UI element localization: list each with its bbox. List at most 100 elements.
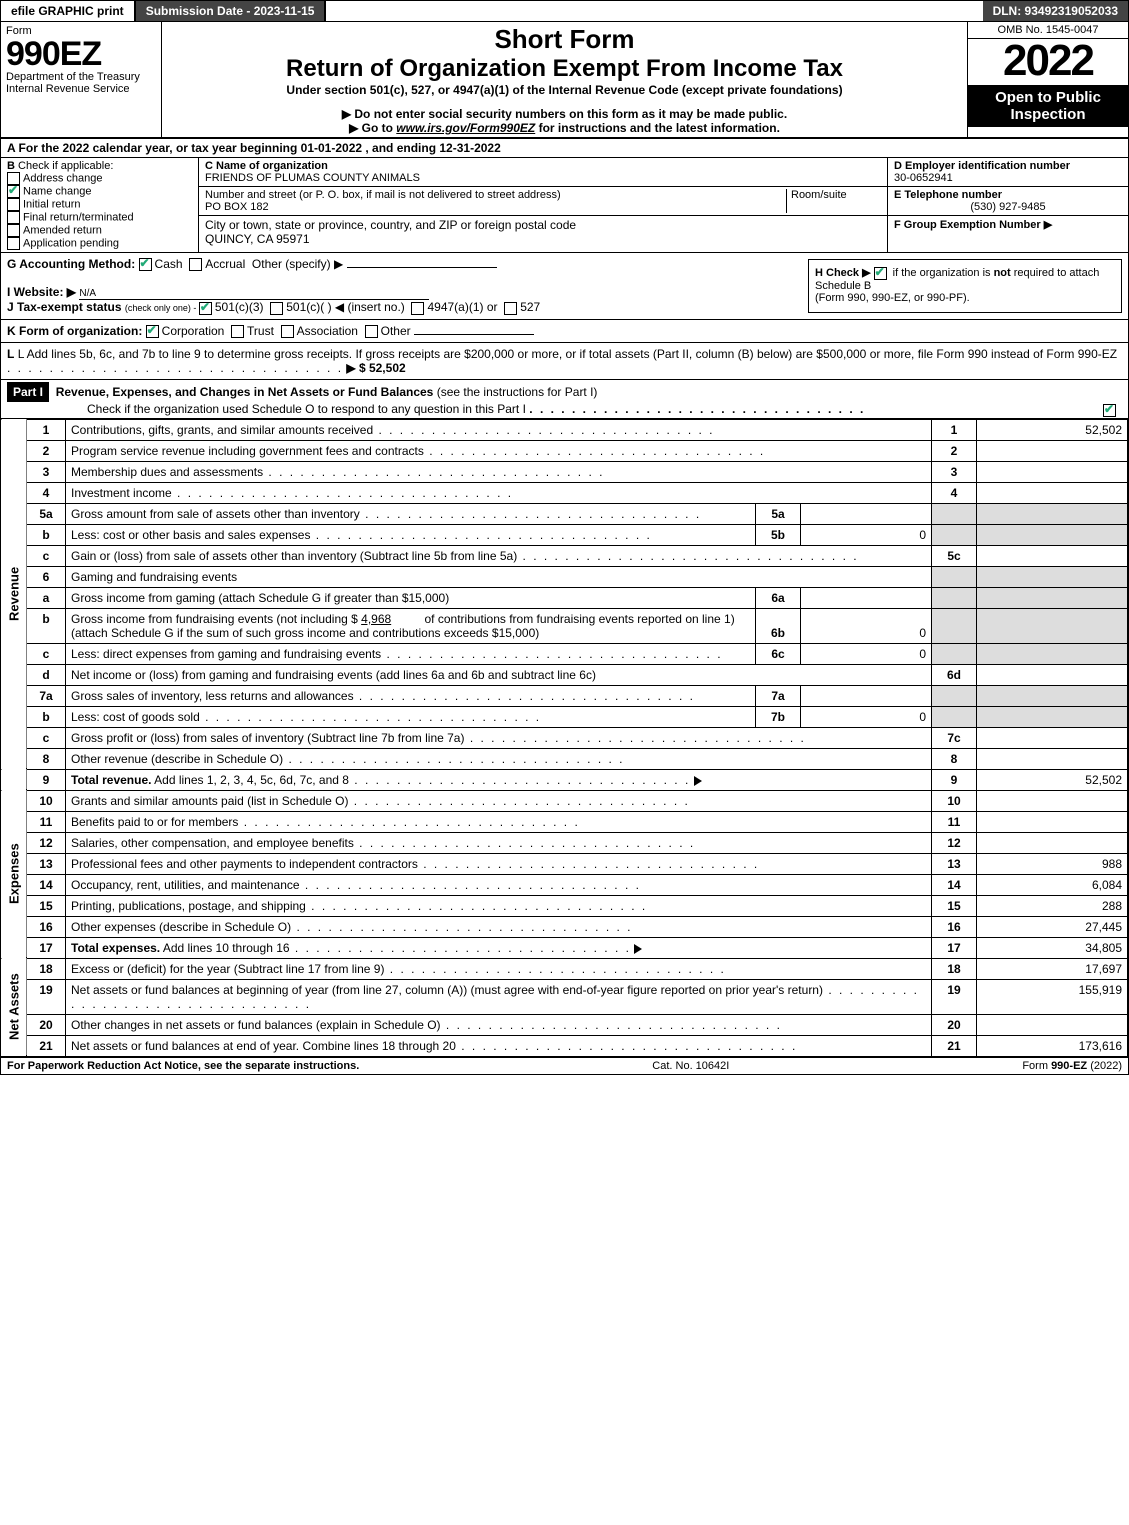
line-7c-amt — [977, 727, 1128, 748]
line-5a-num: 5a — [27, 503, 66, 524]
b-checkbox[interactable] — [7, 198, 20, 211]
b-item-label: Amended return — [23, 224, 102, 236]
line-18-desc: Excess or (deficit) for the year (Subtra… — [71, 962, 384, 976]
tel-label: E Telephone number — [894, 189, 1002, 201]
line-5c-amt — [977, 545, 1128, 566]
j-501c-checkbox[interactable] — [270, 302, 283, 315]
cash-label: Cash — [155, 257, 183, 271]
line-17-desc: Add lines 10 through 16 — [163, 941, 290, 955]
accrual-label: Accrual — [205, 257, 245, 271]
accounting-cash-checkbox[interactable] — [139, 258, 152, 271]
b-item-label: Application pending — [23, 237, 119, 249]
section-b: B Check if applicable: Address changeNam… — [1, 158, 199, 252]
k-label: K Form of organization: — [7, 324, 146, 338]
line-1-amt: 52,502 — [977, 419, 1128, 440]
b-checkbox[interactable] — [7, 211, 20, 224]
ssn-note: ▶ Do not enter social security numbers o… — [166, 107, 963, 121]
line-16-num: 16 — [27, 916, 66, 937]
b-checkbox[interactable] — [7, 185, 20, 198]
line-5a-val — [801, 503, 932, 524]
h-checkbox[interactable] — [874, 267, 887, 280]
line-20-desc: Other changes in net assets or fund bala… — [71, 1018, 441, 1032]
group-label: F Group Exemption Number ▶ — [894, 219, 1052, 231]
line-6c-val: 0 — [801, 643, 932, 664]
tax-year: 2022 — [968, 39, 1128, 83]
line-12-amt — [977, 832, 1128, 853]
c-city-label: City or town, state or province, country… — [205, 218, 576, 232]
line-8-amt — [977, 748, 1128, 769]
section-h: H Check ▶ if the organization is not req… — [808, 259, 1122, 313]
b-item-label: Final return/terminated — [23, 211, 134, 223]
row-k: K Form of organization: Corporation Trus… — [1, 320, 1128, 343]
l-amount: ▶ $ 52,502 — [346, 361, 405, 375]
irs-link[interactable]: www.irs.gov/Form990EZ — [396, 121, 535, 135]
line-14-ref: 14 — [932, 874, 977, 895]
part-i-schedule-o-checkbox[interactable] — [1103, 404, 1116, 417]
b-item-label: Address change — [23, 172, 103, 184]
line-7c-ref: 7c — [932, 727, 977, 748]
j-label: J Tax-exempt status — [7, 300, 125, 314]
room-suite-label: Room/suite — [791, 189, 847, 201]
efile-button[interactable]: efile GRAPHIC print — [1, 1, 136, 21]
line-15-amt: 288 — [977, 895, 1128, 916]
line-10-desc: Grants and similar amounts paid (list in… — [71, 794, 348, 808]
line-17-amt: 34,805 — [977, 937, 1128, 958]
row-g-h: G Accounting Method: Cash Accrual Other … — [1, 253, 1128, 320]
b-checkbox[interactable] — [7, 224, 20, 237]
line-12-ref: 12 — [932, 832, 977, 853]
arrow-icon — [634, 944, 642, 954]
other-label: Other (specify) ▶ — [252, 257, 343, 271]
line-21-amt: 173,616 — [977, 1035, 1128, 1056]
line-2-ref: 2 — [932, 440, 977, 461]
accounting-accrual-checkbox[interactable] — [189, 258, 202, 271]
k-assoc-checkbox[interactable] — [281, 325, 294, 338]
revenue-side-label: Revenue — [1, 419, 27, 769]
line-5a-desc: Gross amount from sale of assets other t… — [71, 507, 360, 521]
b-checkbox[interactable] — [7, 237, 20, 250]
part-i-header: Part I Revenue, Expenses, and Changes in… — [1, 380, 1128, 419]
h-label: H Check ▶ — [815, 267, 871, 279]
form-subtitle: Under section 501(c), 527, or 4947(a)(1)… — [166, 83, 963, 97]
submission-date-button[interactable]: Submission Date - 2023-11-15 — [136, 1, 327, 21]
k-corp-checkbox[interactable] — [146, 325, 159, 338]
line-14-amt: 6,084 — [977, 874, 1128, 895]
line-6d-num: d — [27, 664, 66, 685]
line-5b-desc: Less: cost or other basis and sales expe… — [71, 528, 310, 542]
line-7b-val: 0 — [801, 706, 932, 727]
k-other-checkbox[interactable] — [365, 325, 378, 338]
line-6d-ref: 6d — [932, 664, 977, 685]
k-trust-checkbox[interactable] — [231, 325, 244, 338]
footer-cat: Cat. No. 10642I — [652, 1060, 729, 1072]
b-item-label: Name change — [23, 185, 92, 197]
line-6d-desc: Net income or (loss) from gaming and fun… — [71, 668, 596, 682]
line-5b-mini: 5b — [756, 524, 801, 545]
b-label: B — [7, 160, 15, 172]
line-8-desc: Other revenue (describe in Schedule O) — [71, 752, 283, 766]
line-20-num: 20 — [27, 1014, 66, 1035]
line-20-amt — [977, 1014, 1128, 1035]
header-left: Form 990EZ Department of the Treasury In… — [1, 22, 162, 137]
j-501c3-checkbox[interactable] — [199, 302, 212, 315]
j-4947-checkbox[interactable] — [411, 302, 424, 315]
line-15-desc: Printing, publications, postage, and shi… — [71, 899, 306, 913]
line-10-num: 10 — [27, 790, 66, 811]
j-527-checkbox[interactable] — [504, 302, 517, 315]
ein-value: 30-0652941 — [894, 172, 953, 184]
line-6c-num: c — [27, 643, 66, 664]
line-18-ref: 18 — [932, 958, 977, 979]
line-4-desc: Investment income — [71, 486, 172, 500]
line-5a-mini: 5a — [756, 503, 801, 524]
line-2-desc: Program service revenue including govern… — [71, 444, 424, 458]
net-assets-side-label: Net Assets — [1, 958, 27, 1056]
footer-right: Form 990-EZ (2022) — [1022, 1060, 1122, 1072]
line-6b-desc1: Gross income from fundraising events (no… — [71, 612, 361, 626]
section-d-e-f: D Employer identification number 30-0652… — [887, 158, 1128, 252]
header-right: OMB No. 1545-0047 2022 Open to Public In… — [967, 22, 1128, 137]
section-c: C Name of organization FRIENDS OF PLUMAS… — [199, 158, 887, 252]
org-street: PO BOX 182 — [205, 201, 269, 213]
org-city: QUINCY, CA 95971 — [205, 232, 310, 246]
line-7b-num: b — [27, 706, 66, 727]
footer: For Paperwork Reduction Act Notice, see … — [1, 1057, 1128, 1074]
line-6b-fund: 4,968 — [361, 612, 391, 626]
line-16-ref: 16 — [932, 916, 977, 937]
